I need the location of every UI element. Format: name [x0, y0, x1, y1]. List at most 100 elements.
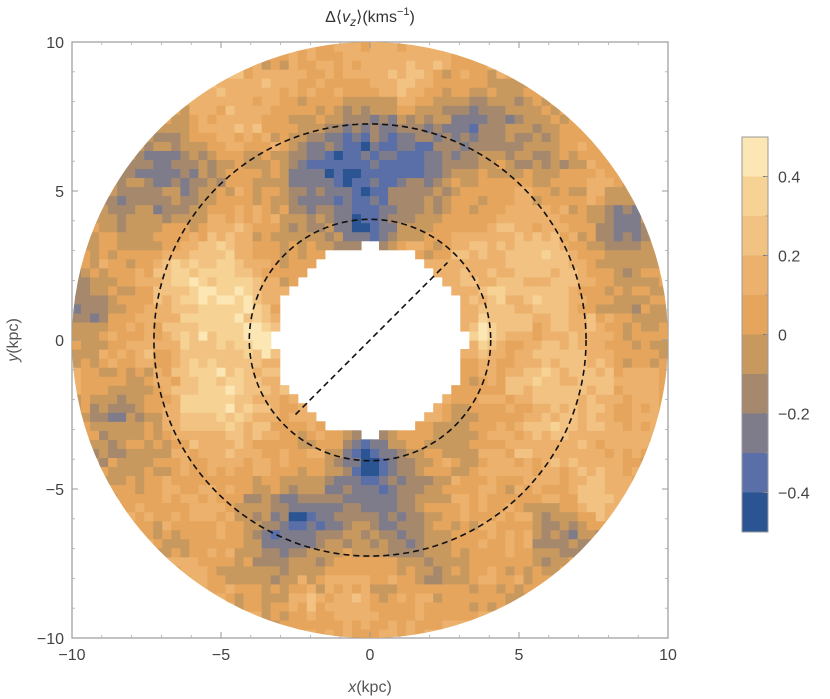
- heatmap-cell: [279, 574, 290, 585]
- heatmap-cell: [207, 556, 218, 567]
- heatmap-cell: [514, 475, 525, 486]
- heatmap-cell: [144, 349, 154, 359]
- heatmap-cell: [451, 168, 461, 179]
- heatmap-cell: [288, 105, 299, 115]
- heatmap-cell: [144, 168, 154, 179]
- heatmap-cell: [514, 601, 525, 612]
- heatmap-cell: [577, 529, 588, 540]
- heatmap-cell: [243, 574, 254, 585]
- heatmap-cell: [541, 511, 552, 522]
- heatmap-cell: [198, 511, 209, 522]
- heatmap-cell: [478, 619, 488, 630]
- heatmap-cell: [550, 321, 561, 332]
- heatmap-cell: [108, 195, 118, 206]
- heatmap-cell: [207, 457, 218, 468]
- heatmap-cell: [360, 159, 371, 170]
- heatmap-cell: [144, 186, 154, 197]
- heatmap-cell: [559, 412, 570, 422]
- heatmap-cell: [532, 583, 543, 594]
- heatmap-cell: [460, 403, 470, 413]
- heatmap-cell: [126, 412, 136, 422]
- heatmap-cell: [243, 592, 254, 603]
- heatmap-cell: [388, 430, 398, 440]
- colorbar-segment: [742, 255, 768, 296]
- heatmap-cell: [523, 258, 534, 269]
- heatmap-cell: [153, 511, 163, 522]
- heatmap-cell: [90, 394, 100, 404]
- heatmap-cell: [180, 159, 190, 170]
- heatmap-cell: [216, 294, 227, 305]
- heatmap-cell: [406, 240, 416, 251]
- heatmap-cell: [297, 114, 308, 124]
- heatmap-cell: [261, 538, 272, 549]
- heatmap-cell: [243, 484, 254, 495]
- heatmap-cell: [216, 132, 227, 142]
- heatmap-cell: [586, 367, 597, 377]
- heatmap-cell: [604, 285, 615, 296]
- heatmap-cell: [117, 358, 127, 368]
- heatmap-cell: [397, 168, 407, 179]
- heatmap-cell: [613, 312, 624, 323]
- heatmap-cell: [613, 358, 624, 368]
- heatmap-cell: [135, 403, 145, 413]
- heatmap-cell: [135, 258, 145, 269]
- heatmap-cell: [189, 285, 200, 296]
- heatmap-cell: [523, 421, 534, 431]
- heatmap-cell: [568, 141, 579, 151]
- heatmap-cell: [126, 430, 136, 440]
- heatmap-cell: [478, 222, 488, 233]
- heatmap-cell: [649, 330, 660, 341]
- heatmap-cell: [162, 267, 172, 278]
- heatmap-cell: [351, 240, 362, 251]
- heatmap-cell: [216, 574, 227, 585]
- heatmap-cell: [649, 448, 660, 458]
- heatmap-cell: [469, 276, 479, 287]
- heatmap-cell: [586, 285, 597, 296]
- heatmap-cell: [243, 105, 254, 115]
- heatmap-cell: [379, 42, 389, 52]
- heatmap-cell: [523, 556, 534, 567]
- heatmap-cell: [243, 258, 254, 269]
- heatmap-cell: [550, 258, 561, 269]
- heatmap-cell: [180, 412, 190, 422]
- heatmap-cell: [333, 168, 344, 179]
- heatmap-cell: [198, 96, 209, 106]
- heatmap-cell: [658, 403, 668, 413]
- heatmap-cell: [189, 195, 200, 206]
- heatmap-cell: [604, 186, 615, 197]
- heatmap-cell: [153, 412, 163, 422]
- heatmap-cell: [108, 385, 118, 395]
- heatmap-cell: [207, 294, 218, 305]
- heatmap-cell: [586, 195, 597, 206]
- heatmap-cell: [487, 177, 498, 188]
- heatmap-cell: [523, 285, 534, 296]
- heatmap-cell: [162, 385, 172, 395]
- heatmap-cell: [568, 358, 579, 368]
- heatmap-cell: [577, 340, 588, 350]
- heatmap-cell: [162, 439, 172, 449]
- heatmap-cell: [279, 267, 290, 278]
- heatmap-cell: [126, 231, 136, 242]
- heatmap-cell: [586, 141, 597, 151]
- heatmap-cell: [595, 294, 606, 305]
- heatmap-cell: [135, 394, 145, 404]
- heatmap-cell: [469, 457, 479, 468]
- heatmap-cell: [333, 493, 344, 504]
- heatmap-cell: [288, 150, 299, 160]
- heatmap-cell: [424, 520, 434, 531]
- heatmap-cell: [559, 511, 570, 522]
- heatmap-cell: [550, 358, 561, 368]
- y-tick-label: 5: [55, 184, 64, 201]
- heatmap-cell: [568, 204, 579, 215]
- heatmap-cell: [243, 204, 254, 215]
- heatmap-cell: [523, 231, 534, 242]
- heatmap-cell: [451, 150, 461, 160]
- heatmap-cell: [261, 69, 272, 79]
- heatmap-cell: [415, 457, 425, 468]
- heatmap-cell: [360, 601, 371, 612]
- heatmap-cell: [90, 403, 100, 413]
- heatmap-cell: [351, 168, 362, 179]
- heatmap-cell: [135, 448, 145, 458]
- heatmap-cell: [649, 231, 660, 242]
- heatmap-cell: [487, 448, 498, 458]
